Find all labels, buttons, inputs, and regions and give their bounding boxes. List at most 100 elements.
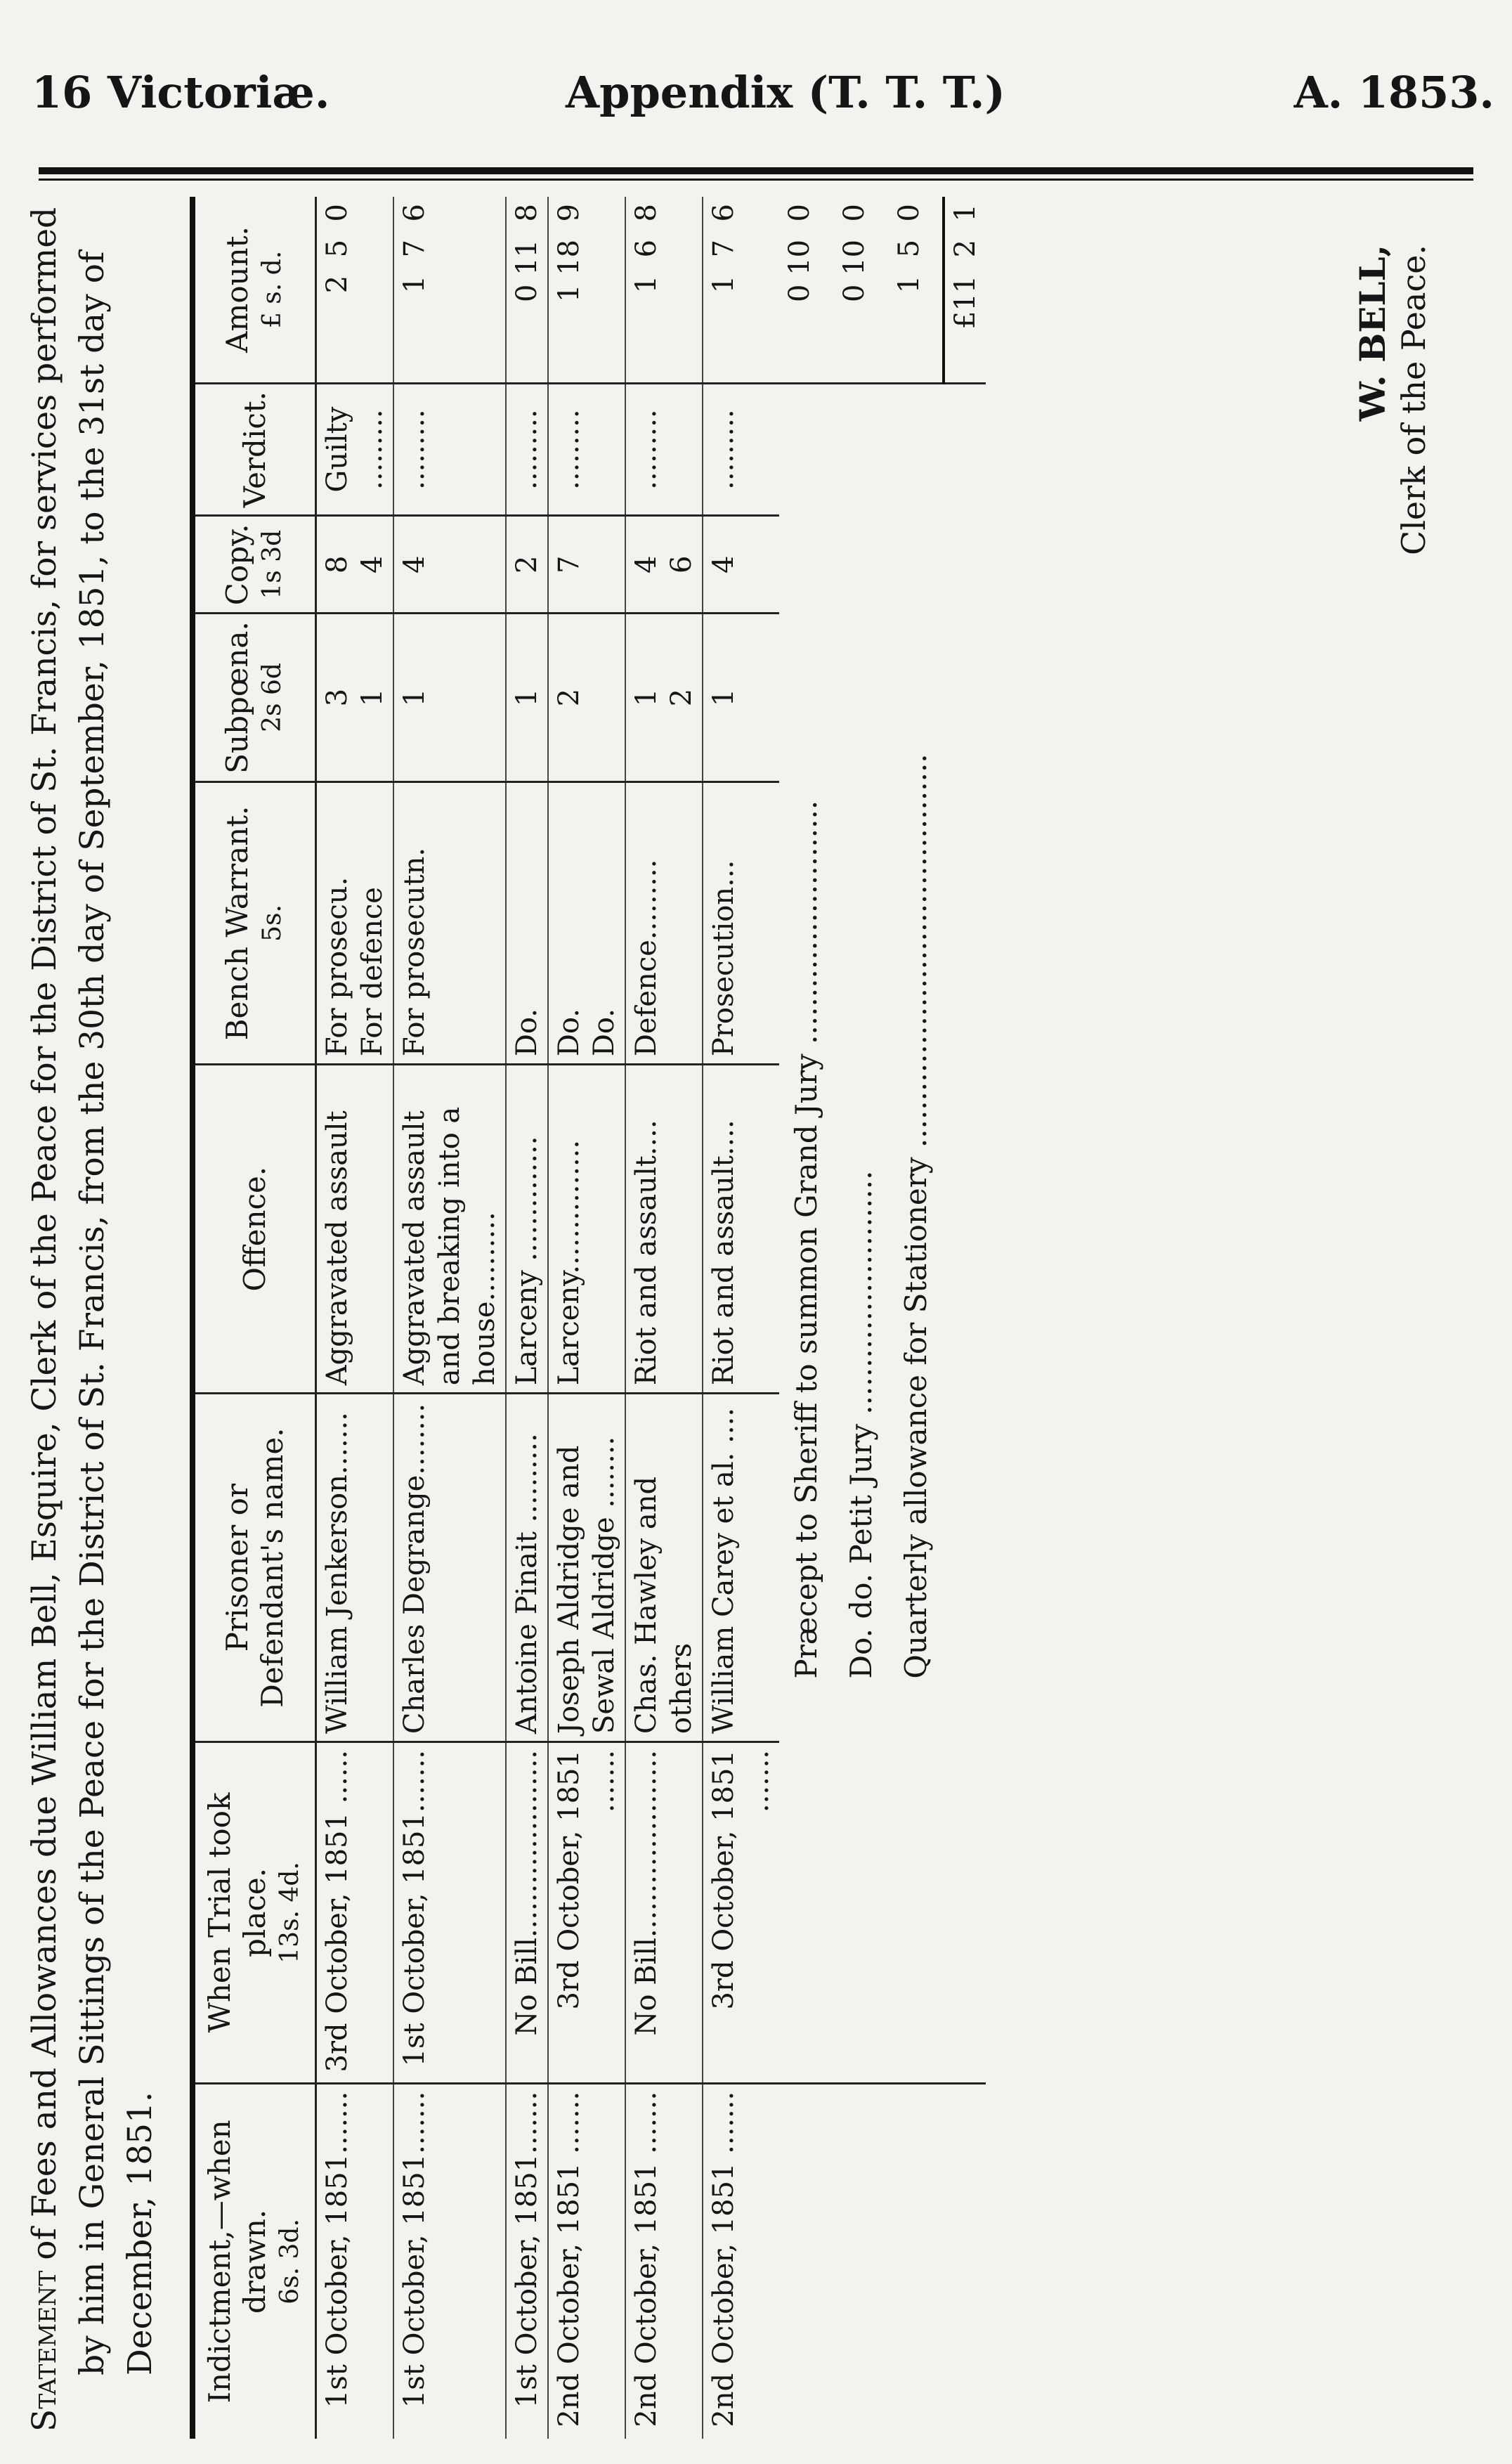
- column-label: Copy.: [220, 524, 254, 606]
- column-label: Amount.: [220, 226, 254, 353]
- column-rate: 1s 3d: [258, 529, 287, 599]
- table-cell: 2: [548, 613, 625, 782]
- table-cell: For prosecutn.: [393, 782, 506, 1065]
- table-cell: 2nd October, 1851 .......: [630, 2091, 663, 2427]
- table-cell: Larceny...............: [548, 1064, 625, 1394]
- table-cell: .........: [393, 383, 506, 516]
- column-rate: 2s 6d: [258, 663, 287, 732]
- column-rate: 5s.: [258, 904, 287, 942]
- column-header: Verdict.: [193, 383, 316, 516]
- fees-table: Indictment,—when drawn. 6s. 3d. When Trial…: [190, 197, 986, 2439]
- table-cell: 3 1: [315, 613, 393, 782]
- table-cell: .........: [703, 383, 779, 516]
- table-row: 2nd October, 1851 ....... 3rd October, 18…: [703, 197, 779, 2439]
- table-cell: 1st October, 1851.......: [321, 2091, 353, 2408]
- table-cell: 1 18 9: [548, 197, 625, 384]
- table-row: 2nd October, 1851 ....... 3rd October, 18…: [548, 197, 625, 2439]
- table-cell: 4 6: [625, 515, 703, 614]
- table-cell: Defence.........: [625, 782, 703, 1065]
- allowance-row: Præcept to Sheriff to summon Grand Jury …: [779, 197, 834, 2439]
- column-rate: 13s. 4d.: [275, 1862, 304, 1964]
- allowance-row: Quarterly allowance for Stationery .....…: [889, 197, 944, 2439]
- rotated-content: Statement of Fees and Allowances due Wil…: [14, 183, 1497, 2453]
- table-cell: 1st October, 1851.......: [398, 2091, 431, 2408]
- table-cell: 7: [548, 515, 625, 614]
- table-row: 2nd October, 1851 ....... No Bill........…: [625, 197, 703, 2439]
- statement-lead: Statement: [25, 2270, 64, 2432]
- table-cell: Do. Do.: [548, 782, 625, 1065]
- column-label: Offence.: [237, 1166, 272, 1292]
- allowance-amount: 1 5 0: [889, 197, 944, 384]
- table-header: Indictment,—when drawn. 6s. 3d. When Trial…: [193, 197, 316, 2439]
- table-cell: Aggravated assault and breaking into a h…: [393, 1064, 506, 1394]
- total-amount: £11 2 1: [944, 197, 986, 384]
- column-header: Amount. £ s. d.: [193, 197, 316, 384]
- table-cell: Do.: [506, 782, 548, 1065]
- column-label: Verdict.: [237, 391, 272, 508]
- table-cell: 1: [506, 613, 548, 782]
- table-cell: No Bill.....................: [506, 1742, 548, 2084]
- table-cell: 1st October, 1851.......: [511, 2091, 543, 2408]
- table-cell: 4: [393, 515, 506, 614]
- table-cell: Chas. Hawley and others: [625, 1393, 703, 1742]
- table-cell: Riot and assault....: [703, 1064, 779, 1394]
- table-cell: .........: [625, 383, 703, 516]
- table-cell: 1: [703, 613, 779, 782]
- table-cell: 2 5 0: [315, 197, 393, 384]
- table-cell: 3rd October, 1851 ......: [315, 1742, 393, 2084]
- column-rate: 6s. 3d.: [275, 2219, 304, 2304]
- allowance-label: Quarterly allowance for Stationery .....…: [899, 753, 933, 1679]
- table-cell: 0 11 8: [506, 197, 548, 384]
- table-cell: Joseph Aldridge and Sewal Aldridge .....…: [548, 1393, 625, 1742]
- allowance-amount: 0 10 0: [779, 197, 834, 384]
- column-label: When Trial took place.: [202, 1792, 272, 2033]
- signature-name: W. BELL,: [1352, 244, 1393, 422]
- column-label: Indictment,—when drawn.: [202, 2120, 272, 2404]
- table-cell: 2: [506, 515, 548, 614]
- column-header: Indictment,—when drawn. 6s. 3d.: [193, 2083, 316, 2439]
- table-cell: .........: [506, 383, 548, 516]
- column-header: Bench Warrant. 5s.: [193, 782, 316, 1065]
- table-cell: Riot and assault....: [625, 1064, 703, 1394]
- column-header: Copy. 1s 3d: [193, 515, 316, 614]
- table-row: 1st October, 1851....... No Bill.........…: [506, 197, 548, 2439]
- table-cell: 3rd October, 1851 .......: [548, 1742, 625, 2084]
- table-cell: No Bill.....................: [625, 1742, 703, 2084]
- table-cell: 1 7 6: [703, 197, 779, 384]
- signature: W. BELL, Clerk of the Peace.: [1352, 244, 1434, 555]
- table-cell: 2nd October, 1851 .......: [553, 2091, 585, 2427]
- header-right: A. 1853.: [1293, 67, 1494, 118]
- statement: Statement of Fees and Allowances due Wil…: [21, 197, 164, 2432]
- column-rate: £ s. d.: [258, 250, 287, 329]
- table-cell: Larceny ..............: [506, 1064, 548, 1394]
- table-cell: 1st October, 1851.......: [393, 1742, 506, 2084]
- table-row: 1st October, 1851....... 1st October, 185…: [393, 197, 506, 2439]
- table-cell: 2nd October, 1851 .......: [708, 2091, 740, 2427]
- allowance-label: Præcept to Sheriff to summon Grand Jury …: [789, 800, 823, 1679]
- allowance-amount: 0 10 0: [834, 197, 889, 384]
- column-header: Prisoner or Defendant's name.: [193, 1393, 316, 1742]
- column-label: Prisoner or Defendant's name.: [220, 1427, 289, 1708]
- table-cell: Aggravated assault: [315, 1064, 393, 1394]
- table-cell: Guilty .........: [315, 383, 393, 516]
- table-cell: 3rd October, 1851 .......: [703, 1742, 779, 2084]
- table-cell: Prosecution...: [703, 782, 779, 1065]
- header-rule: [39, 167, 1473, 174]
- table-cell: .........: [548, 383, 625, 516]
- table-cell: William Carey et al. ....: [703, 1393, 779, 1742]
- column-label: Subpœna.: [220, 621, 254, 774]
- table-cell: For prosecu. For defence: [315, 782, 393, 1065]
- table-row: 1st October, 1851....... 3rd October, 185…: [315, 197, 393, 2439]
- allowance-label: Do. do. Petit Jury .....................…: [844, 1170, 878, 1679]
- table-cell: 1 6 8: [625, 197, 703, 384]
- column-label: Bench Warrant.: [220, 805, 254, 1041]
- page-header: 16 Victoriæ. Appendix (T. T. T.) A. 1853…: [32, 67, 1494, 130]
- header-rule-thin: [39, 179, 1473, 181]
- table-cell: Antoine Pinait ..........: [506, 1393, 548, 1742]
- column-header: Subpœna. 2s 6d: [193, 613, 316, 782]
- table-cell: 4: [703, 515, 779, 614]
- table-cell: William Jenkerson.......: [315, 1393, 393, 1742]
- table-cell: 1 2: [625, 613, 703, 782]
- signature-title: Clerk of the Peace.: [1395, 244, 1433, 555]
- total-row: £11 2 1: [944, 197, 986, 2439]
